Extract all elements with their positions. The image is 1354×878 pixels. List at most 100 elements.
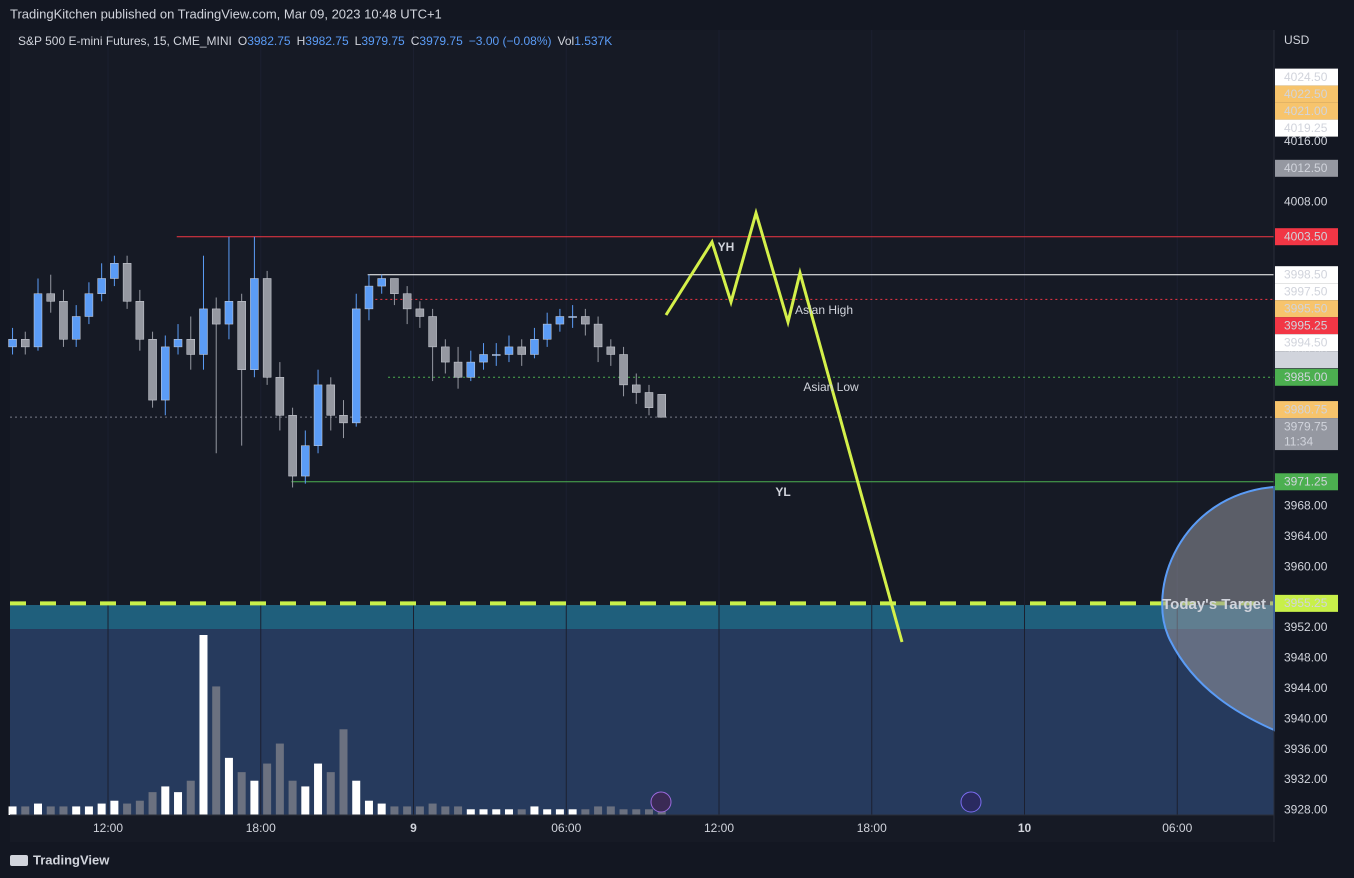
candle-body (364, 285, 374, 310)
price-tag-label: 3971.25 (1284, 474, 1328, 488)
currency: USD (1284, 33, 1310, 47)
candle-body (377, 278, 386, 287)
legend: S&P 500 E-mini Futures, 15, CME_MINI O398… (18, 34, 612, 48)
o: 3982.75 (247, 34, 291, 48)
price-tag (1275, 473, 1338, 491)
volume-bar (326, 772, 335, 815)
candle-body (148, 339, 157, 401)
y-tick-label: 3952.00 (1284, 620, 1328, 634)
price-tag (1275, 418, 1338, 451)
price-tag-label: 3994.50 (1284, 335, 1328, 349)
volume-bar (301, 786, 310, 815)
candle-body (504, 346, 514, 355)
volume-bar (135, 800, 144, 815)
candle-body (135, 301, 145, 340)
volume-bar (441, 806, 450, 815)
vol: 1.537K (574, 34, 612, 48)
candle-body (8, 339, 17, 348)
logo[interactable]: TradingView (10, 852, 110, 867)
price-tag-label: 4012.50 (1284, 161, 1328, 175)
volume-bar (352, 780, 361, 815)
x-tick-label: 12:00 (93, 821, 123, 835)
volume-bar (428, 803, 437, 815)
candle-body (71, 316, 81, 340)
change: −3.00 (−0.08%) (469, 34, 552, 48)
candle-body (84, 293, 94, 317)
x-tick-label: 18:00 (857, 821, 887, 835)
volume-bar (492, 809, 501, 815)
candle-body (568, 316, 577, 318)
y-tick-label: 3940.00 (1284, 711, 1328, 725)
volume-bar (8, 806, 17, 815)
price-tag-label: 4003.50 (1284, 229, 1328, 243)
volume-bar (212, 686, 221, 815)
annotation: Today's Target (1162, 596, 1266, 613)
volume-bar (21, 806, 30, 815)
price-tag-label: 3995.50 (1284, 301, 1328, 315)
price-tag (1275, 300, 1338, 318)
price-tag (1275, 119, 1338, 137)
candle-body (619, 354, 628, 386)
h: 3982.75 (305, 34, 349, 48)
price-tag (1275, 334, 1338, 352)
candle-body (59, 301, 68, 340)
y-tick-label: 3936.00 (1284, 742, 1328, 756)
candle-body (644, 392, 654, 408)
volume-bar (275, 743, 284, 815)
candle-body (492, 354, 501, 356)
y-tick-label: 3928.00 (1284, 803, 1328, 817)
candle-body (46, 293, 55, 302)
candle-body (301, 445, 310, 477)
price-tag-label: 3980.75 (1284, 402, 1328, 416)
volume-bar (657, 810, 666, 815)
volume-bar (186, 780, 195, 815)
volume-bar (645, 809, 654, 815)
o-key: O (238, 34, 247, 48)
price-tag (1275, 351, 1338, 369)
volume-bar (390, 806, 399, 815)
vol-key: Vol (558, 34, 575, 48)
candle-body (326, 384, 336, 416)
y-tick-label: 3932.00 (1284, 772, 1328, 786)
price-tag-countdown: 11:34 (1284, 434, 1313, 448)
price-tag (1275, 228, 1338, 246)
price-tag-label: 4019.25 (1284, 121, 1328, 135)
volume-bar (84, 806, 93, 815)
c: 3979.75 (419, 34, 463, 48)
candle-body (479, 354, 488, 363)
y-tick-label: 3968.00 (1284, 499, 1328, 513)
volume-bar (72, 806, 81, 815)
candle-body (250, 278, 259, 370)
candle-body (428, 316, 437, 348)
candle-body (262, 278, 272, 378)
symbol: S&P 500 E-mini Futures, 15, CME_MINI (18, 34, 232, 48)
candle-body (517, 346, 526, 355)
candle-body (173, 339, 183, 348)
candle-body (224, 301, 234, 325)
h-key: H (297, 34, 306, 48)
price-tag-label: 3998.50 (1284, 267, 1328, 281)
volume-bar (543, 809, 552, 815)
price-tag (1275, 401, 1338, 419)
candle-body (237, 301, 246, 370)
volume-bar (46, 806, 55, 815)
volume-bar (504, 809, 513, 815)
brand: TradingView (33, 852, 110, 867)
candle-body (632, 384, 641, 393)
candle-body (161, 346, 170, 401)
event-icon[interactable] (650, 791, 672, 813)
candle-body (466, 361, 476, 378)
price-tag (1275, 283, 1338, 301)
candle-body (313, 384, 323, 446)
event-icon[interactable] (960, 791, 982, 813)
candle-body (339, 415, 348, 424)
target-ellipse (1161, 485, 1275, 732)
candle-body (402, 293, 412, 310)
volume-bar (606, 806, 615, 815)
price-tag-label: 3997.50 (1284, 284, 1328, 298)
volume-bar (403, 806, 412, 815)
price-tag (1275, 102, 1338, 120)
candle-body (581, 316, 590, 325)
volume-bar (199, 635, 208, 815)
